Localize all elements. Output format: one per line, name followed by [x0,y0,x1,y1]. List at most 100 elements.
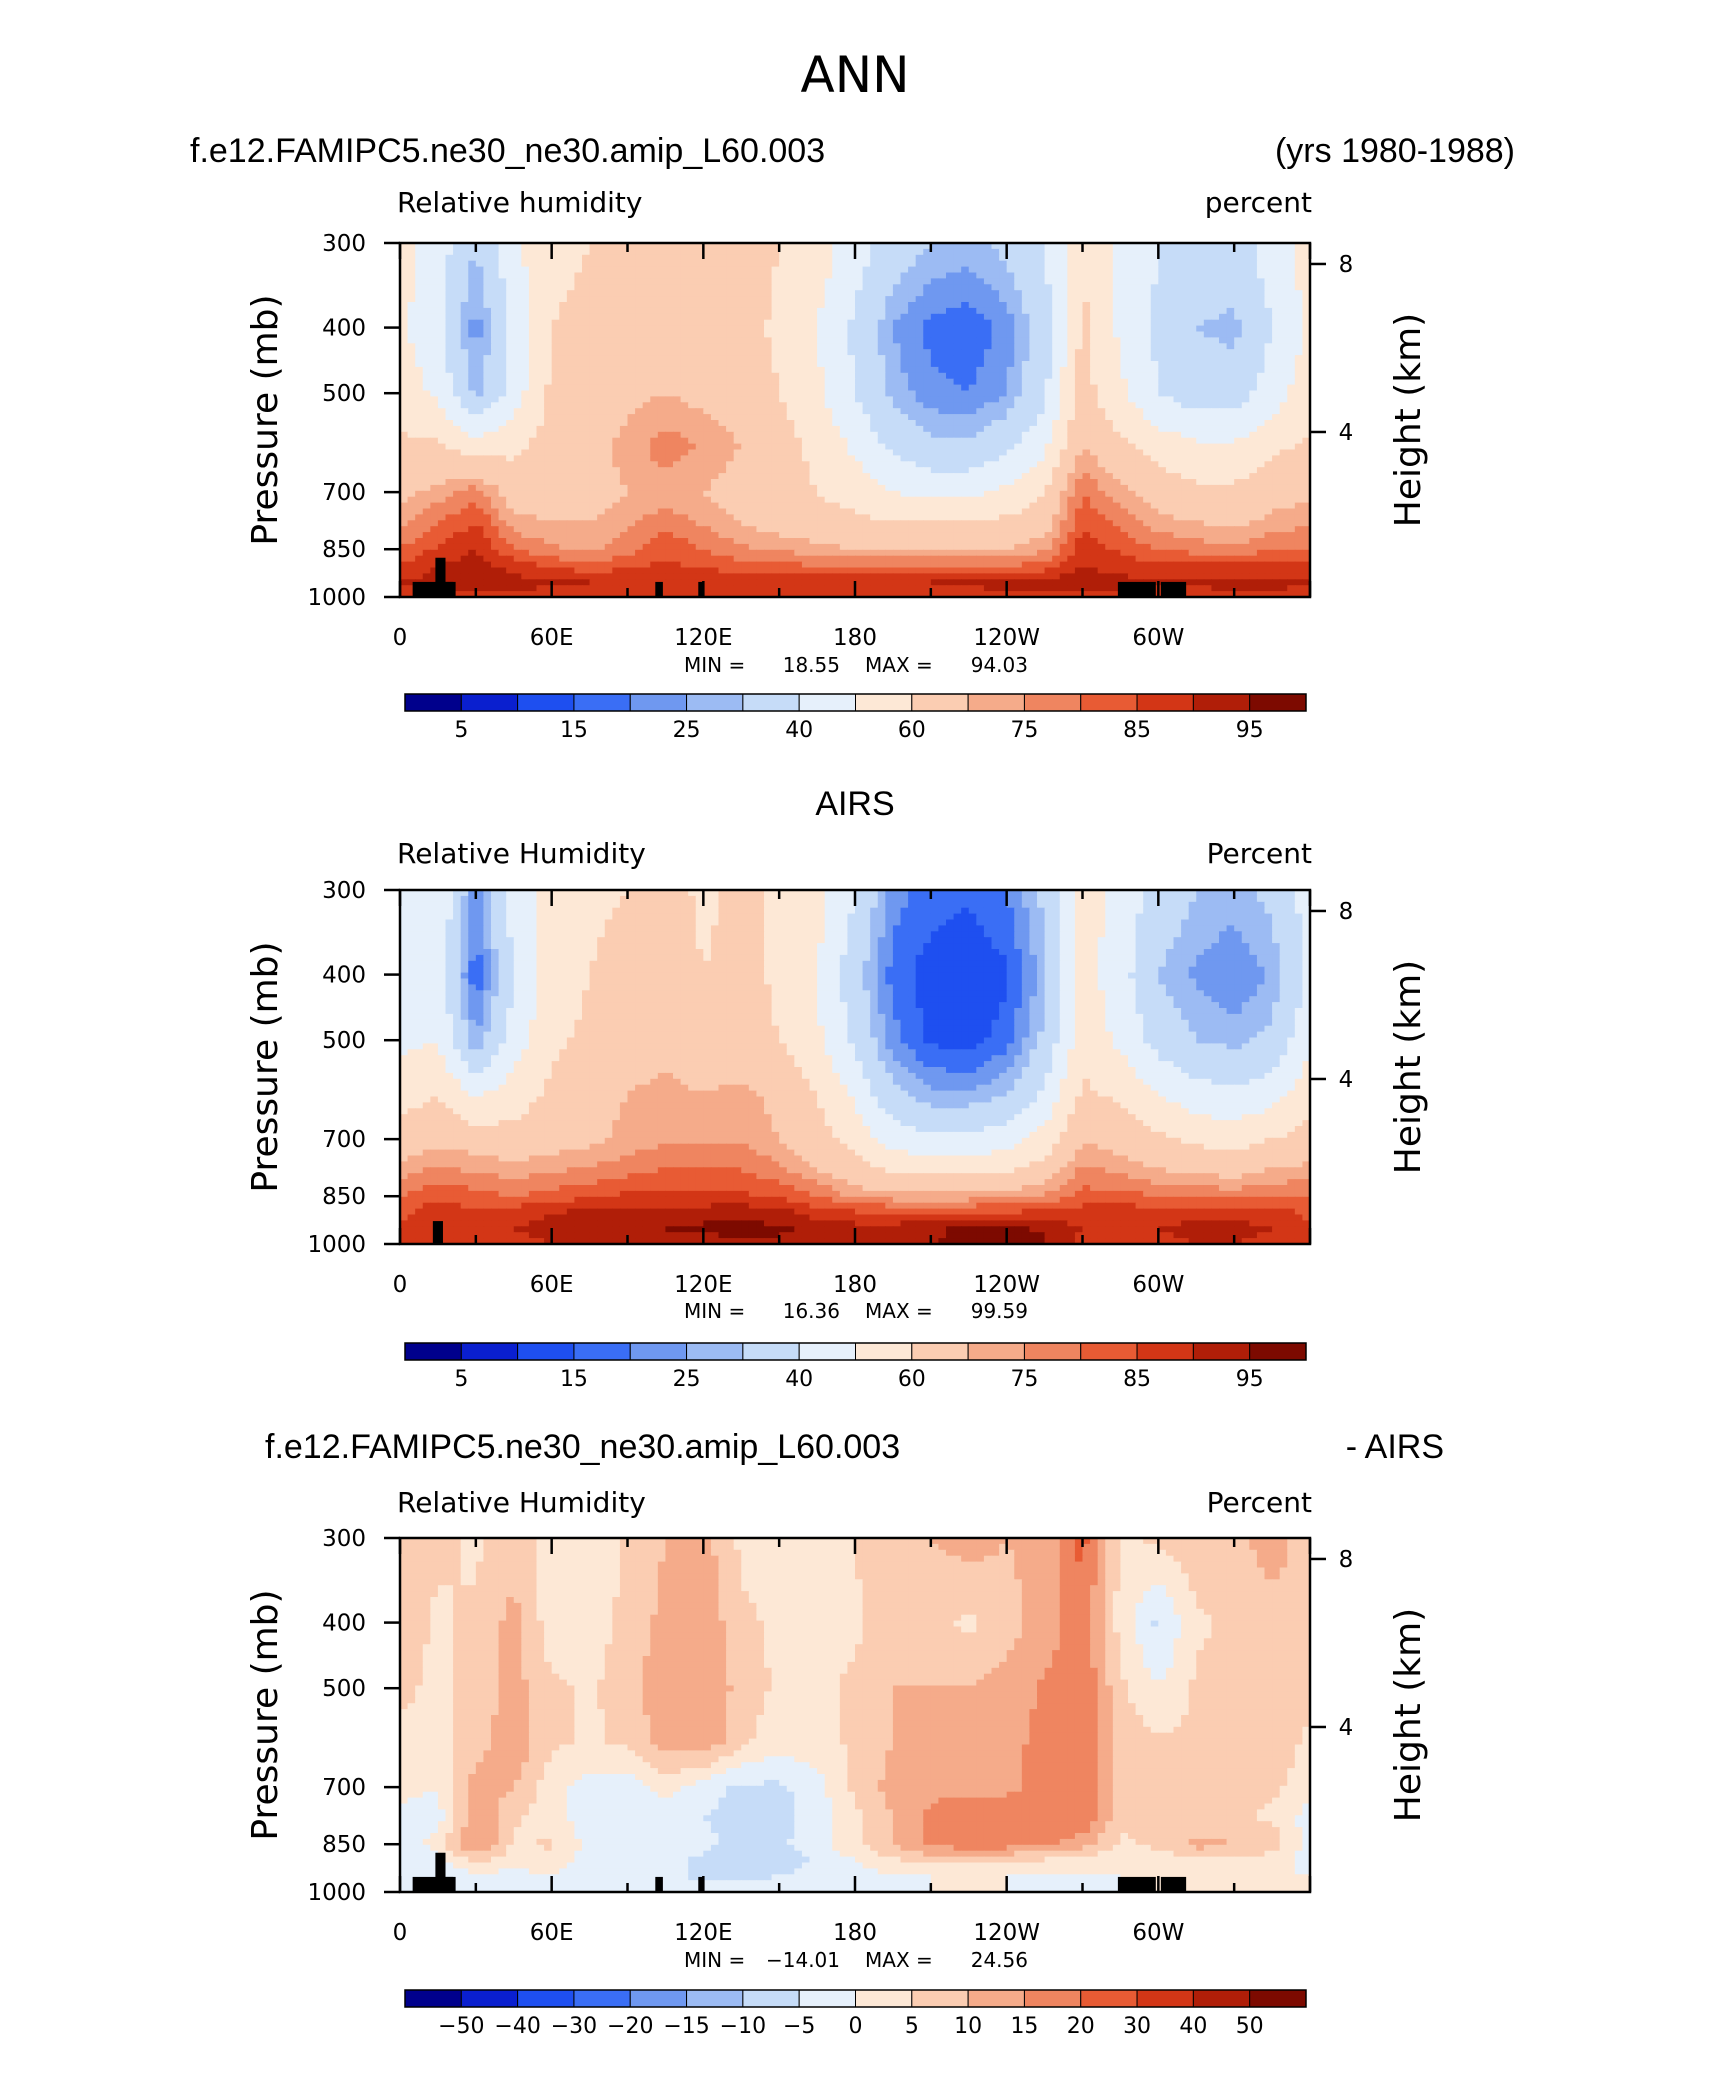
heatmap-cell [801,266,811,274]
heatmap-cell [688,396,697,403]
heatmap-cell [771,290,780,297]
heatmap-cell [1090,467,1099,474]
heatmap-cell [513,484,522,492]
heatmap-cell [1097,479,1106,486]
heatmap-cell [1105,372,1114,380]
heatmap-cell [976,449,985,456]
heatmap-cell [779,425,788,433]
heatmap-cell [892,431,902,439]
heatmap-cell [468,337,477,344]
heatmap-cell [422,473,431,480]
heatmap-cell [1135,437,1144,445]
heatmap-cell [407,307,416,315]
heatmap-cell [1165,414,1175,421]
heatmap-cell [612,479,621,486]
heatmap-cell [786,479,795,486]
heatmap-cell [1249,319,1258,327]
heatmap-cell [1234,402,1243,409]
heatmap-cell [718,272,727,279]
heatmap-cell [832,449,841,456]
heatmap-cell [718,260,727,268]
heatmap-cell [483,396,492,403]
heatmap-cell [536,455,545,462]
heatmap-cell [1059,396,1068,403]
heatmap-cell [764,266,773,274]
heatmap-cell [415,408,424,415]
heatmap-cell [468,254,477,262]
heatmap-cell [983,473,993,480]
heatmap-cell [991,331,1000,338]
heatmap-cell [1006,302,1015,309]
heatmap-cell [1279,319,1288,327]
heatmap-cell [748,390,758,397]
heatmap-cell [559,378,568,386]
heatmap-cell [695,390,704,397]
heatmap-cell [1203,260,1213,268]
heatmap-cell [832,278,841,285]
heatmap-cell [900,431,909,439]
heatmap-cell [733,443,742,451]
heatmap-cell [961,443,970,451]
heatmap-cell [794,313,803,321]
heatmap-cell [1234,437,1243,445]
heatmap-cell [991,307,1000,315]
heatmap-cell [999,313,1008,321]
heatmap-cell [445,302,454,309]
heatmap-cell [1090,366,1099,374]
heatmap-cell [741,372,750,380]
heatmap-cell [1090,307,1099,315]
heatmap-cell [445,355,454,362]
heatmap-cell [786,455,795,462]
heatmap-cell [437,290,447,297]
heatmap-cell [764,378,773,386]
heatmap-cell [817,390,826,397]
heatmap-cell [1219,449,1228,456]
heatmap-cell [544,449,553,456]
heatmap-cell [1052,378,1061,386]
heatmap-cell [847,467,856,474]
heatmap-cell [597,414,606,421]
heatmap-cell [726,266,735,274]
heatmap-cell [779,414,788,421]
heatmap-cell [703,290,712,297]
heatmap-cell [1294,337,1304,344]
heatmap-cell [582,484,591,492]
heatmap-cell [642,473,651,480]
heatmap-cell [1097,396,1106,403]
heatmap-cell [1037,402,1046,409]
heatmap-cell [506,284,515,291]
heatmap-cell [468,384,477,392]
heatmap-cell [1128,408,1137,415]
heatmap-cell [619,402,629,409]
heatmap-cell [1052,390,1061,397]
heatmap-cell [1082,319,1091,327]
heatmap-cell [930,254,940,262]
heatmap-cell [680,361,689,368]
heatmap-cell [1196,420,1205,427]
heatmap-cell [1241,260,1250,268]
heatmap-cell [741,307,750,315]
heatmap-cell [680,325,689,333]
heatmap-cell [627,461,636,468]
heatmap-cell [650,473,659,480]
heatmap-cell [415,307,424,315]
heatmap-cell [400,296,409,303]
heatmap-cell [824,260,833,268]
heatmap-cell [877,272,886,279]
heatmap-cell [900,372,909,380]
heatmap-cell [1165,378,1175,386]
heatmap-cell [551,443,560,451]
heatmap-cell [855,349,864,356]
heatmap-cell [968,284,977,291]
heatmap-cell [1112,343,1122,350]
heatmap-cell [566,366,576,374]
heatmap-cell [733,461,742,468]
heatmap-cell [1059,414,1068,421]
heatmap-cell [794,349,803,356]
heatmap-cell [741,449,750,456]
heatmap-cell [589,390,598,397]
heatmap-cell [635,414,644,421]
heatmap-cell [513,455,522,462]
heatmap-cell [627,414,636,421]
heatmap-cell [1097,355,1106,362]
